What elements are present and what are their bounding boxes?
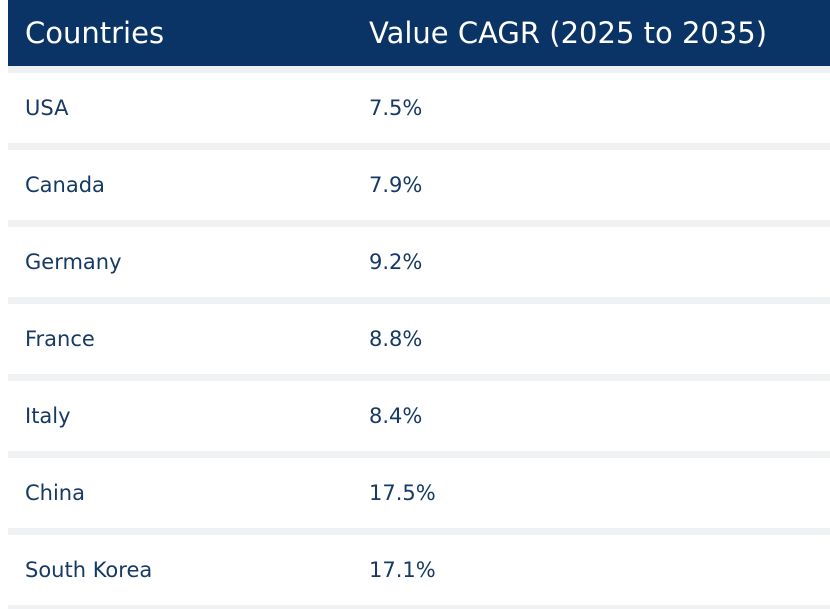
table-row: USA 7.5% [8, 73, 830, 143]
country-cell: France [25, 327, 95, 351]
cagr-cell: 17.1% [369, 558, 436, 582]
table-row: France 8.8% [8, 304, 830, 374]
cagr-cell: 8.4% [369, 404, 423, 428]
table-row: Italy 8.4% [8, 381, 830, 451]
header-cell: Countries [25, 16, 165, 50]
cagr-cell: 8.8% [369, 327, 423, 351]
cagr-cell: 17.5% [369, 481, 436, 505]
table-row: South Korea 17.1% [8, 535, 830, 605]
cagr-cell: 9.2% [369, 250, 423, 274]
country-cell: Italy [25, 404, 71, 428]
cagr-cell: 7.9% [369, 173, 423, 197]
table: Countries Value CAGR (2025 to 2035) USA 7… [8, 0, 830, 609]
table-row: Canada 7.9% [8, 150, 830, 220]
table-header: Countries Value CAGR (2025 to 2035) [8, 0, 830, 66]
country-cell: USA [25, 96, 69, 120]
cagr-cell: 7.5% [369, 96, 423, 120]
country-cell: South Korea [25, 558, 153, 582]
header-cell: Value CAGR (2025 to 2035) [369, 16, 768, 50]
country-cell: Germany [25, 250, 122, 274]
country-cell: China [25, 481, 85, 505]
country-cell: Canada [25, 173, 105, 197]
table-row: China 17.5% [8, 458, 830, 528]
table-row: Germany 9.2% [8, 227, 830, 297]
